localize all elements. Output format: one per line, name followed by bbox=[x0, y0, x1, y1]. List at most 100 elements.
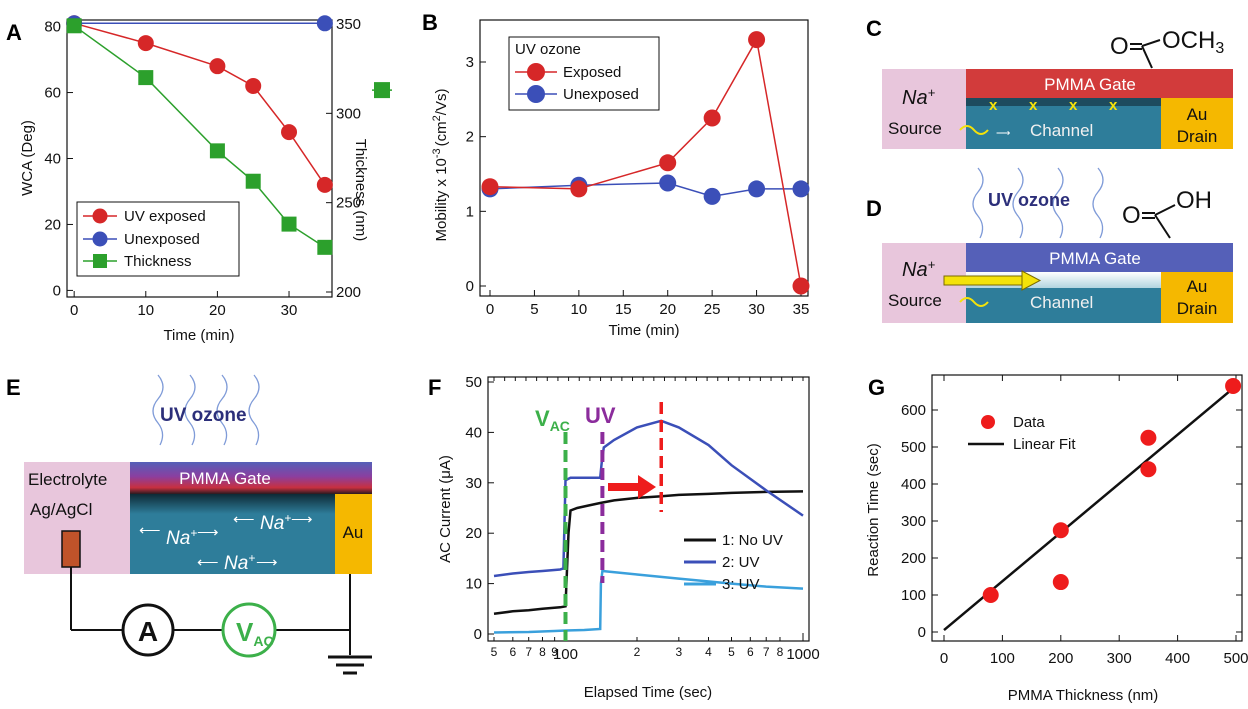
svg-text:O: O bbox=[1110, 33, 1129, 60]
d-arrow-icon bbox=[943, 270, 1042, 291]
legend-b-title: UV ozone bbox=[515, 41, 581, 58]
y-tick-label: 0 bbox=[53, 282, 61, 299]
data-point bbox=[316, 15, 333, 32]
y-tick-label: 300 bbox=[901, 513, 926, 530]
d-pmma-gate bbox=[966, 243, 1233, 272]
x-minor-tick-label: 8 bbox=[539, 645, 546, 659]
panel-b-ylabel: Mobility x 10-3(cm2/Vs) bbox=[431, 89, 450, 242]
c-source-label: Source bbox=[888, 119, 942, 138]
data-point bbox=[703, 109, 721, 127]
svg-text:⟶: ⟶ bbox=[197, 524, 219, 541]
legend-g-fit: Linear Fit bbox=[1013, 436, 1076, 453]
x-tick-label: 5 bbox=[530, 301, 538, 318]
data-point bbox=[1225, 377, 1242, 394]
y-tick-label: 20 bbox=[465, 525, 482, 542]
panel-g-legend: Data Linear Fit bbox=[968, 414, 1076, 453]
data-point bbox=[137, 35, 154, 52]
x-minor-tick-label: 3 bbox=[675, 645, 682, 659]
y-tick-label: 500 bbox=[901, 439, 926, 456]
y-tick-label: 100 bbox=[901, 587, 926, 604]
y2-tick-label: 350 bbox=[336, 16, 361, 33]
svg-text:O: O bbox=[1122, 202, 1141, 229]
legend-uv-exposed-marker bbox=[92, 208, 108, 224]
legend-exposed-marker bbox=[527, 63, 545, 81]
y-tick-label: 20 bbox=[44, 216, 61, 233]
c-x-mark: x bbox=[989, 97, 998, 114]
x-minor-tick-label: 4 bbox=[705, 645, 712, 659]
panel-b-label: B bbox=[422, 10, 438, 35]
x-minor-tick-label: 7 bbox=[763, 645, 770, 659]
panel-a-legend: UV exposed Unexposed Thickness bbox=[76, 201, 240, 277]
c-x-mark: x bbox=[1069, 97, 1078, 114]
x-tick-label: 35 bbox=[793, 301, 810, 318]
data-point bbox=[748, 31, 766, 49]
data-point bbox=[659, 154, 677, 172]
data-point bbox=[316, 176, 333, 193]
x-tick-label: 30 bbox=[748, 301, 765, 318]
legend-g-data-marker bbox=[981, 415, 995, 429]
y2-tick-label: 300 bbox=[336, 105, 361, 122]
legend-uv-exposed: UV exposed bbox=[124, 208, 206, 225]
data-point bbox=[748, 180, 766, 198]
panel-g-frame bbox=[931, 374, 1243, 642]
x-tick-label: 30 bbox=[281, 302, 298, 319]
data-point bbox=[1140, 461, 1157, 478]
e-circuit-wires bbox=[70, 567, 351, 655]
svg-text:Na+: Na+ bbox=[224, 551, 255, 574]
panel-a-frame bbox=[66, 19, 333, 298]
data-point bbox=[481, 178, 499, 196]
panel-b-frame bbox=[479, 19, 809, 297]
legend-b-unexposed-marker bbox=[527, 85, 545, 103]
panel-f-ylabel: AC Current (μA) bbox=[437, 455, 454, 563]
svg-text:Na+: Na+ bbox=[166, 526, 197, 549]
d-drain-label: Drain bbox=[1177, 299, 1218, 318]
ammeter-label: A bbox=[138, 616, 158, 647]
series-line bbox=[74, 22, 326, 186]
legend-thickness: Thickness bbox=[124, 253, 192, 270]
e-pmma-gate-label: PMMA Gate bbox=[179, 469, 271, 488]
c-pmma-gate-label: PMMA Gate bbox=[1044, 75, 1136, 94]
y-tick-label: 3 bbox=[466, 54, 474, 71]
data-point bbox=[703, 187, 721, 205]
data-point bbox=[66, 15, 83, 32]
c-na-label: Na+ bbox=[902, 85, 936, 109]
f-arrow-icon bbox=[608, 475, 656, 499]
legend-unexposed: Unexposed bbox=[124, 231, 200, 248]
data-point bbox=[982, 587, 999, 603]
d-uv-ozone-label: UV ozone bbox=[988, 190, 1070, 210]
legend-thickness-marker bbox=[93, 254, 107, 268]
data-point bbox=[659, 174, 677, 192]
svg-text:⟶: ⟶ bbox=[291, 511, 313, 528]
series-line bbox=[73, 25, 326, 248]
series-line bbox=[489, 37, 802, 287]
x-tick-label: 0 bbox=[940, 650, 948, 667]
legend-g-data: Data bbox=[1013, 414, 1045, 431]
d-source-label: Source bbox=[888, 291, 942, 310]
data-point bbox=[281, 124, 298, 141]
svg-text:⟵: ⟵ bbox=[197, 554, 219, 571]
y-tick-label: 80 bbox=[44, 19, 61, 36]
data-point bbox=[138, 70, 154, 86]
x-tick-label: 500 bbox=[1223, 650, 1248, 667]
y-tick-label: 2 bbox=[466, 129, 474, 146]
c-source-region bbox=[882, 69, 966, 149]
x-minor-tick-label: 8 bbox=[777, 645, 784, 659]
c-x-mark: x bbox=[1029, 97, 1038, 114]
panel-a-y2label: Thickness (nm) bbox=[352, 139, 369, 242]
f-uv-label: UV bbox=[585, 403, 616, 428]
vac-source-icon bbox=[221, 602, 277, 658]
x-tick-label: 0 bbox=[486, 301, 494, 318]
c-x-mark: x bbox=[1109, 97, 1118, 114]
series-line bbox=[489, 182, 801, 198]
y-tick-label: 0 bbox=[474, 626, 482, 643]
e-vac-label: VAC bbox=[236, 617, 274, 649]
c-wave-icon bbox=[959, 125, 989, 135]
panel-g-label: G bbox=[868, 375, 885, 400]
legend-exposed: Exposed bbox=[563, 64, 621, 81]
x-tick-label: 300 bbox=[1107, 650, 1132, 667]
data-point bbox=[245, 77, 262, 94]
x-minor-tick-label: 2 bbox=[634, 645, 641, 659]
